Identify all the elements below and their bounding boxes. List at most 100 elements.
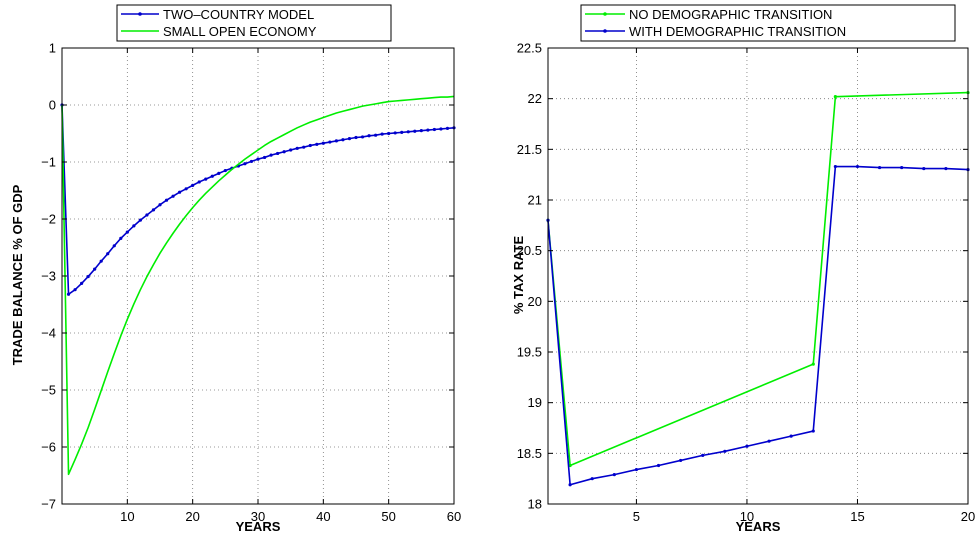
right-legend: NO DEMOGRAPHIC TRANSITION WITH DEMOGRAPH… <box>580 4 956 42</box>
left-y-tick-label: 0 <box>49 98 56 113</box>
right-series-2-point <box>701 453 705 457</box>
left-series-1-point <box>145 213 149 217</box>
left-series-1-point <box>184 187 188 191</box>
right-y-tick-label: 19 <box>528 395 542 410</box>
right-series-2-point <box>723 449 727 453</box>
right-series-2-point <box>877 165 882 170</box>
left-x-tick-label: 40 <box>316 509 330 524</box>
right-legend-marker-1 <box>603 12 607 16</box>
left-series-1-point <box>360 135 365 139</box>
left-legend-samples <box>121 12 159 32</box>
left-series-1-point <box>269 153 273 157</box>
left-series-1-point <box>315 142 319 146</box>
right-x-axis-label: YEARS <box>736 519 781 534</box>
right-y-tick-label: 22.5 <box>517 41 542 56</box>
left-series-1-point <box>256 157 260 161</box>
right-legend-label-2: WITH DEMOGRAPHIC TRANSITION <box>629 24 846 39</box>
right-series-2-point <box>745 444 749 448</box>
left-series-1-point <box>354 135 358 140</box>
left-series-1-point <box>347 137 352 141</box>
right-legend-box <box>580 4 956 42</box>
left-series-1-point <box>151 208 156 212</box>
left-chart: 10 20 30 40 50 60 −7 −6 −5 −4 −3 −2 −1 0 1 YEARS TRADE… <box>10 4 461 534</box>
left-ticks: 10 20 30 40 50 60 −7 −6 −5 −4 −3 −2 −1 0 1 <box>41 41 461 525</box>
left-y-axis-label: TRADE BALANCE % OF GDP <box>10 184 25 365</box>
right-series-2-point <box>789 434 793 438</box>
right-series-2-point <box>922 166 926 171</box>
left-series-1-point <box>289 148 293 152</box>
left-y-tick-label: −5 <box>41 383 56 398</box>
left-x-tick-label: 20 <box>185 509 199 524</box>
left-series-1-point <box>86 274 90 279</box>
left-series-1-point <box>158 203 162 207</box>
right-y-tick-label: 18 <box>528 497 542 512</box>
left-series-1-point <box>445 126 450 130</box>
left-series-1-point <box>132 224 136 228</box>
left-series-1-point <box>276 151 280 156</box>
left-grid <box>62 48 454 504</box>
left-legend-box <box>116 4 392 42</box>
left-series-1-point <box>138 218 142 222</box>
right-series-2-point <box>679 458 683 463</box>
left-series-1-point <box>380 132 384 136</box>
left-series-1-point <box>80 281 84 286</box>
right-y-tick-label: 21.5 <box>517 142 542 157</box>
left-series-1-point <box>178 190 182 194</box>
right-y-axis-label: % TAX RATE <box>511 236 526 315</box>
left-series-1-point <box>334 139 338 143</box>
left-series-1-point <box>112 244 116 248</box>
left-series-1-point <box>341 138 345 142</box>
left-series-1-point <box>295 146 299 150</box>
left-series-1-point <box>406 130 410 134</box>
left-series-1-point <box>374 133 378 137</box>
right-series-2-point <box>656 463 661 468</box>
right-legend-samples <box>585 12 625 33</box>
left-y-tick-label: −2 <box>41 212 56 227</box>
left-y-tick-label: 1 <box>49 41 56 56</box>
left-series-1-point <box>413 129 417 133</box>
right-x-tick-label: 15 <box>850 509 864 524</box>
left-series-1-point <box>328 140 332 144</box>
right-series-2-point <box>590 477 594 481</box>
right-series-2-point <box>833 164 837 169</box>
right-y-tick-label: 19.5 <box>517 345 542 360</box>
left-series-1-point <box>73 288 77 292</box>
left-series-1-point <box>432 127 436 132</box>
left-series-1-point <box>66 292 71 296</box>
left-series-1-point <box>99 259 103 263</box>
left-series-line-2 <box>61 95 455 476</box>
left-y-tick-label: −1 <box>41 155 56 170</box>
left-series-1-point <box>400 130 404 134</box>
left-series-1-point <box>93 267 97 271</box>
left-series-1-point <box>419 129 423 133</box>
right-series-2-point <box>634 467 639 472</box>
right-grid <box>548 48 968 504</box>
left-series-1-point <box>426 128 430 132</box>
left-series-1-point <box>217 171 221 175</box>
right-x-tick-label: 5 <box>633 509 640 524</box>
right-series-layer <box>546 90 970 487</box>
left-series-1-point <box>393 131 397 135</box>
left-series-1-point <box>302 145 306 149</box>
right-plot-area <box>548 48 968 504</box>
right-chart: 5 10 15 20 18 18.5 19 19.5 20 20.5 21 21.5 22 22.5 YE… <box>511 4 975 534</box>
left-legend-marker-1 <box>138 12 142 16</box>
right-legend-marker-2 <box>603 29 607 33</box>
left-y-tick-label: −6 <box>41 440 56 455</box>
left-x-tick-label: 30 <box>251 509 265 524</box>
left-series-1-point <box>262 155 267 160</box>
right-plot-frame <box>547 47 969 505</box>
left-y-tick-label: −4 <box>41 326 56 341</box>
left-series-1-point <box>243 162 247 166</box>
right-series-2-point <box>855 164 860 169</box>
left-series-1-point <box>197 180 201 184</box>
left-series-1-point <box>308 143 312 148</box>
left-legend-label-1: TWO–COUNTRY MODEL <box>163 7 314 22</box>
right-y-tick-label: 18.5 <box>517 446 542 461</box>
left-x-tick-label: 50 <box>381 509 395 524</box>
right-series-2-point <box>767 439 771 443</box>
left-y-tick-label: −3 <box>41 269 56 284</box>
right-y-tick-label: 20 <box>528 294 542 309</box>
left-x-tick-label: 60 <box>447 509 461 524</box>
